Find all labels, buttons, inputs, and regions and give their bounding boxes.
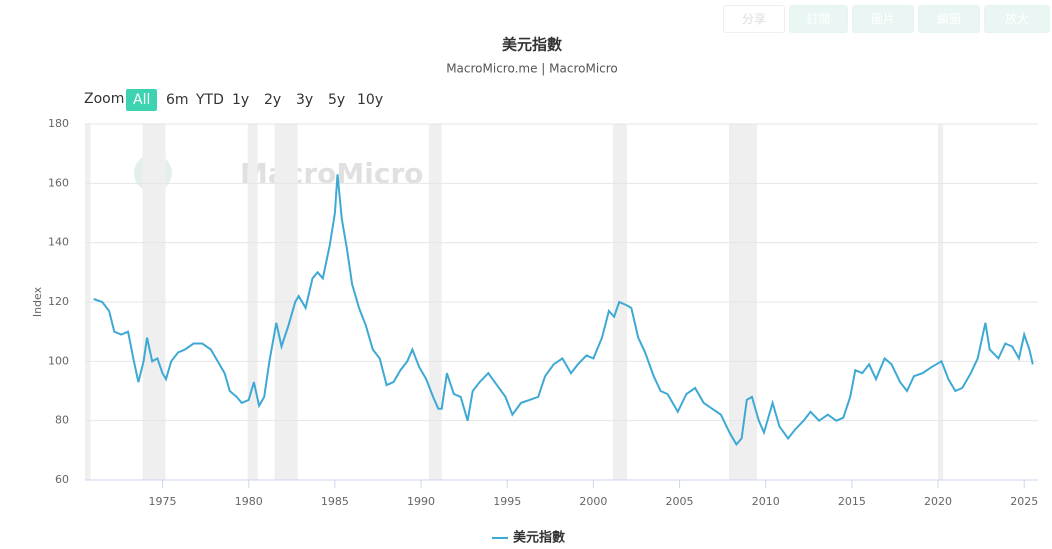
y-tick-label: 180 bbox=[48, 117, 69, 130]
y-axis-label: Index bbox=[31, 286, 44, 317]
fullscreen-button[interactable]: 放大 bbox=[984, 5, 1050, 33]
chart-title: 美元指數 bbox=[502, 36, 562, 54]
x-tick-label: 2010 bbox=[752, 495, 780, 508]
x-tick-label: 1995 bbox=[493, 495, 521, 508]
x-tick-label: 2005 bbox=[666, 495, 694, 508]
zoom-button[interactable]: All bbox=[126, 89, 158, 111]
x-tick-label: 2015 bbox=[838, 495, 866, 508]
x-tick-label: 2000 bbox=[579, 495, 607, 508]
zoom-button[interactable]: 10y bbox=[357, 92, 384, 108]
zoom-button[interactable]: YTD bbox=[196, 92, 224, 108]
x-tick-label: 1985 bbox=[321, 495, 349, 508]
zoom-button[interactable]: 6m bbox=[166, 92, 189, 108]
zoom-button[interactable]: 2y bbox=[264, 92, 282, 108]
zoom-label: Zoom bbox=[84, 91, 125, 107]
x-tick-label: 2020 bbox=[924, 495, 952, 508]
x-tick-label: 1980 bbox=[235, 495, 263, 508]
share-button[interactable]: 分享 bbox=[723, 5, 785, 33]
edit-button[interactable]: 編圖 bbox=[918, 5, 980, 33]
image-button[interactable]: 圖片 bbox=[852, 5, 914, 33]
x-tick-label: 2025 bbox=[1010, 495, 1038, 508]
y-tick-label: 100 bbox=[48, 354, 69, 367]
y-tick-label: 120 bbox=[48, 295, 69, 308]
y-tick-label: 80 bbox=[55, 414, 69, 427]
y-tick-label: 160 bbox=[48, 176, 69, 189]
x-tick-label: 1975 bbox=[149, 495, 177, 508]
subscribe-button[interactable]: 訂閱 bbox=[789, 5, 848, 33]
x-tick-label: 1990 bbox=[407, 495, 435, 508]
zoom-button[interactable]: 3y bbox=[296, 92, 314, 108]
legend-label: 美元指數 bbox=[513, 530, 565, 546]
line bbox=[93, 174, 1034, 447]
y-tick-label: 140 bbox=[48, 236, 69, 249]
zoom-button[interactable]: 1y bbox=[232, 92, 250, 108]
y-tick-label: 60 bbox=[55, 473, 69, 486]
watermark: MacroMicro bbox=[240, 157, 424, 190]
chart-subtitle: MacroMicro.me | MacroMicro bbox=[446, 62, 618, 76]
zoom-button[interactable]: 5y bbox=[328, 92, 346, 108]
